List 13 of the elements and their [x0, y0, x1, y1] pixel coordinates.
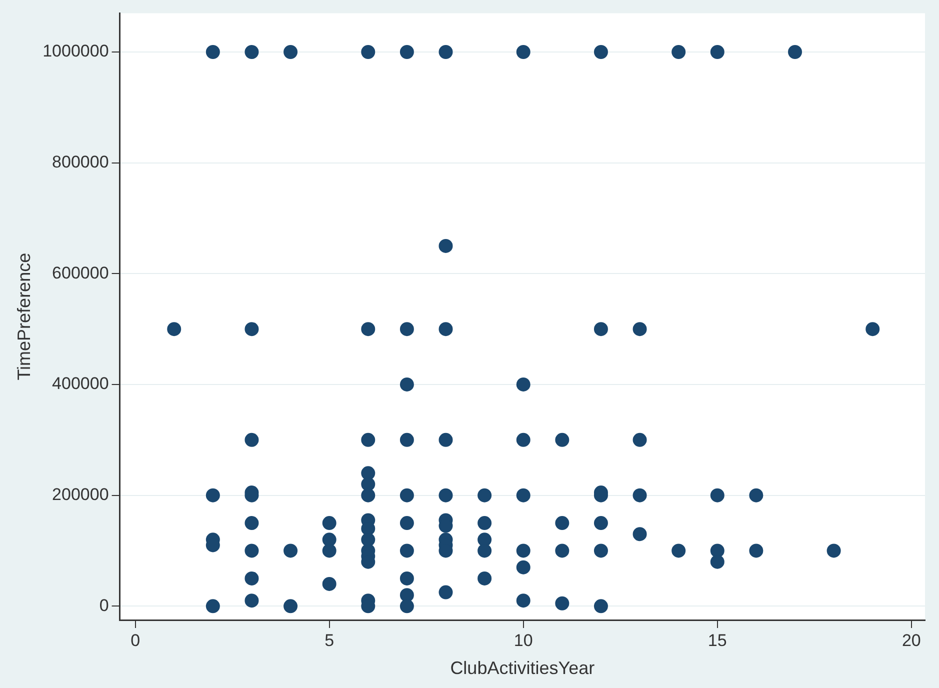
- y-tick-label: 800000: [52, 152, 109, 172]
- y-tick-label: 600000: [52, 263, 109, 282]
- y-tick-label: 0: [99, 596, 109, 615]
- y-tick-label: 200000: [52, 485, 109, 504]
- y-tick-label: 1000000: [42, 42, 109, 61]
- x-tick-label: 0: [130, 630, 140, 650]
- x-tick-label: 15: [708, 630, 727, 650]
- y-tick-label: 400000: [52, 374, 109, 394]
- x-tick-label: 20: [902, 630, 921, 650]
- x-tick-label: 5: [324, 630, 334, 650]
- y-axis-title: TimePreference: [14, 252, 34, 380]
- x-tick-label: 10: [514, 630, 533, 650]
- x-axis-title: ClubActivitiesYear: [450, 658, 595, 678]
